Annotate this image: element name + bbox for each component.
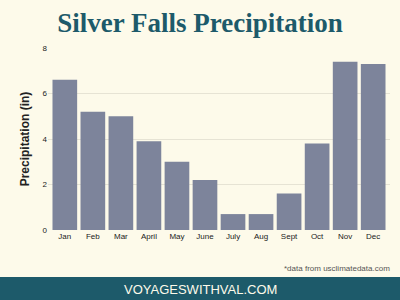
svg-text:2: 2 bbox=[43, 180, 48, 189]
svg-text:April: April bbox=[141, 232, 157, 241]
svg-text:July: July bbox=[226, 232, 240, 241]
svg-text:Aug: Aug bbox=[254, 232, 268, 241]
svg-text:Nov: Nov bbox=[338, 232, 352, 241]
svg-text:Silver Falls Precipitation: Silver Falls Precipitation bbox=[57, 8, 342, 38]
svg-text:0: 0 bbox=[43, 226, 48, 235]
svg-text:Mar: Mar bbox=[114, 232, 128, 241]
svg-text:Feb: Feb bbox=[86, 232, 100, 241]
svg-text:6: 6 bbox=[43, 89, 48, 98]
svg-text:Jan: Jan bbox=[58, 232, 71, 241]
svg-text:Sept: Sept bbox=[281, 232, 298, 241]
svg-text:May: May bbox=[169, 232, 184, 241]
svg-text:Precipitation (in): Precipitation (in) bbox=[18, 92, 32, 187]
svg-text:VOYAGESWITHVAL.COM: VOYAGESWITHVAL.COM bbox=[124, 282, 277, 297]
svg-text:8: 8 bbox=[43, 44, 48, 53]
svg-text:Oct: Oct bbox=[311, 232, 324, 241]
svg-text:June: June bbox=[196, 232, 214, 241]
svg-text:Dec: Dec bbox=[366, 232, 380, 241]
svg-text:4: 4 bbox=[43, 135, 48, 144]
svg-text:*data from usclimatedata.com: *data from usclimatedata.com bbox=[284, 264, 390, 273]
